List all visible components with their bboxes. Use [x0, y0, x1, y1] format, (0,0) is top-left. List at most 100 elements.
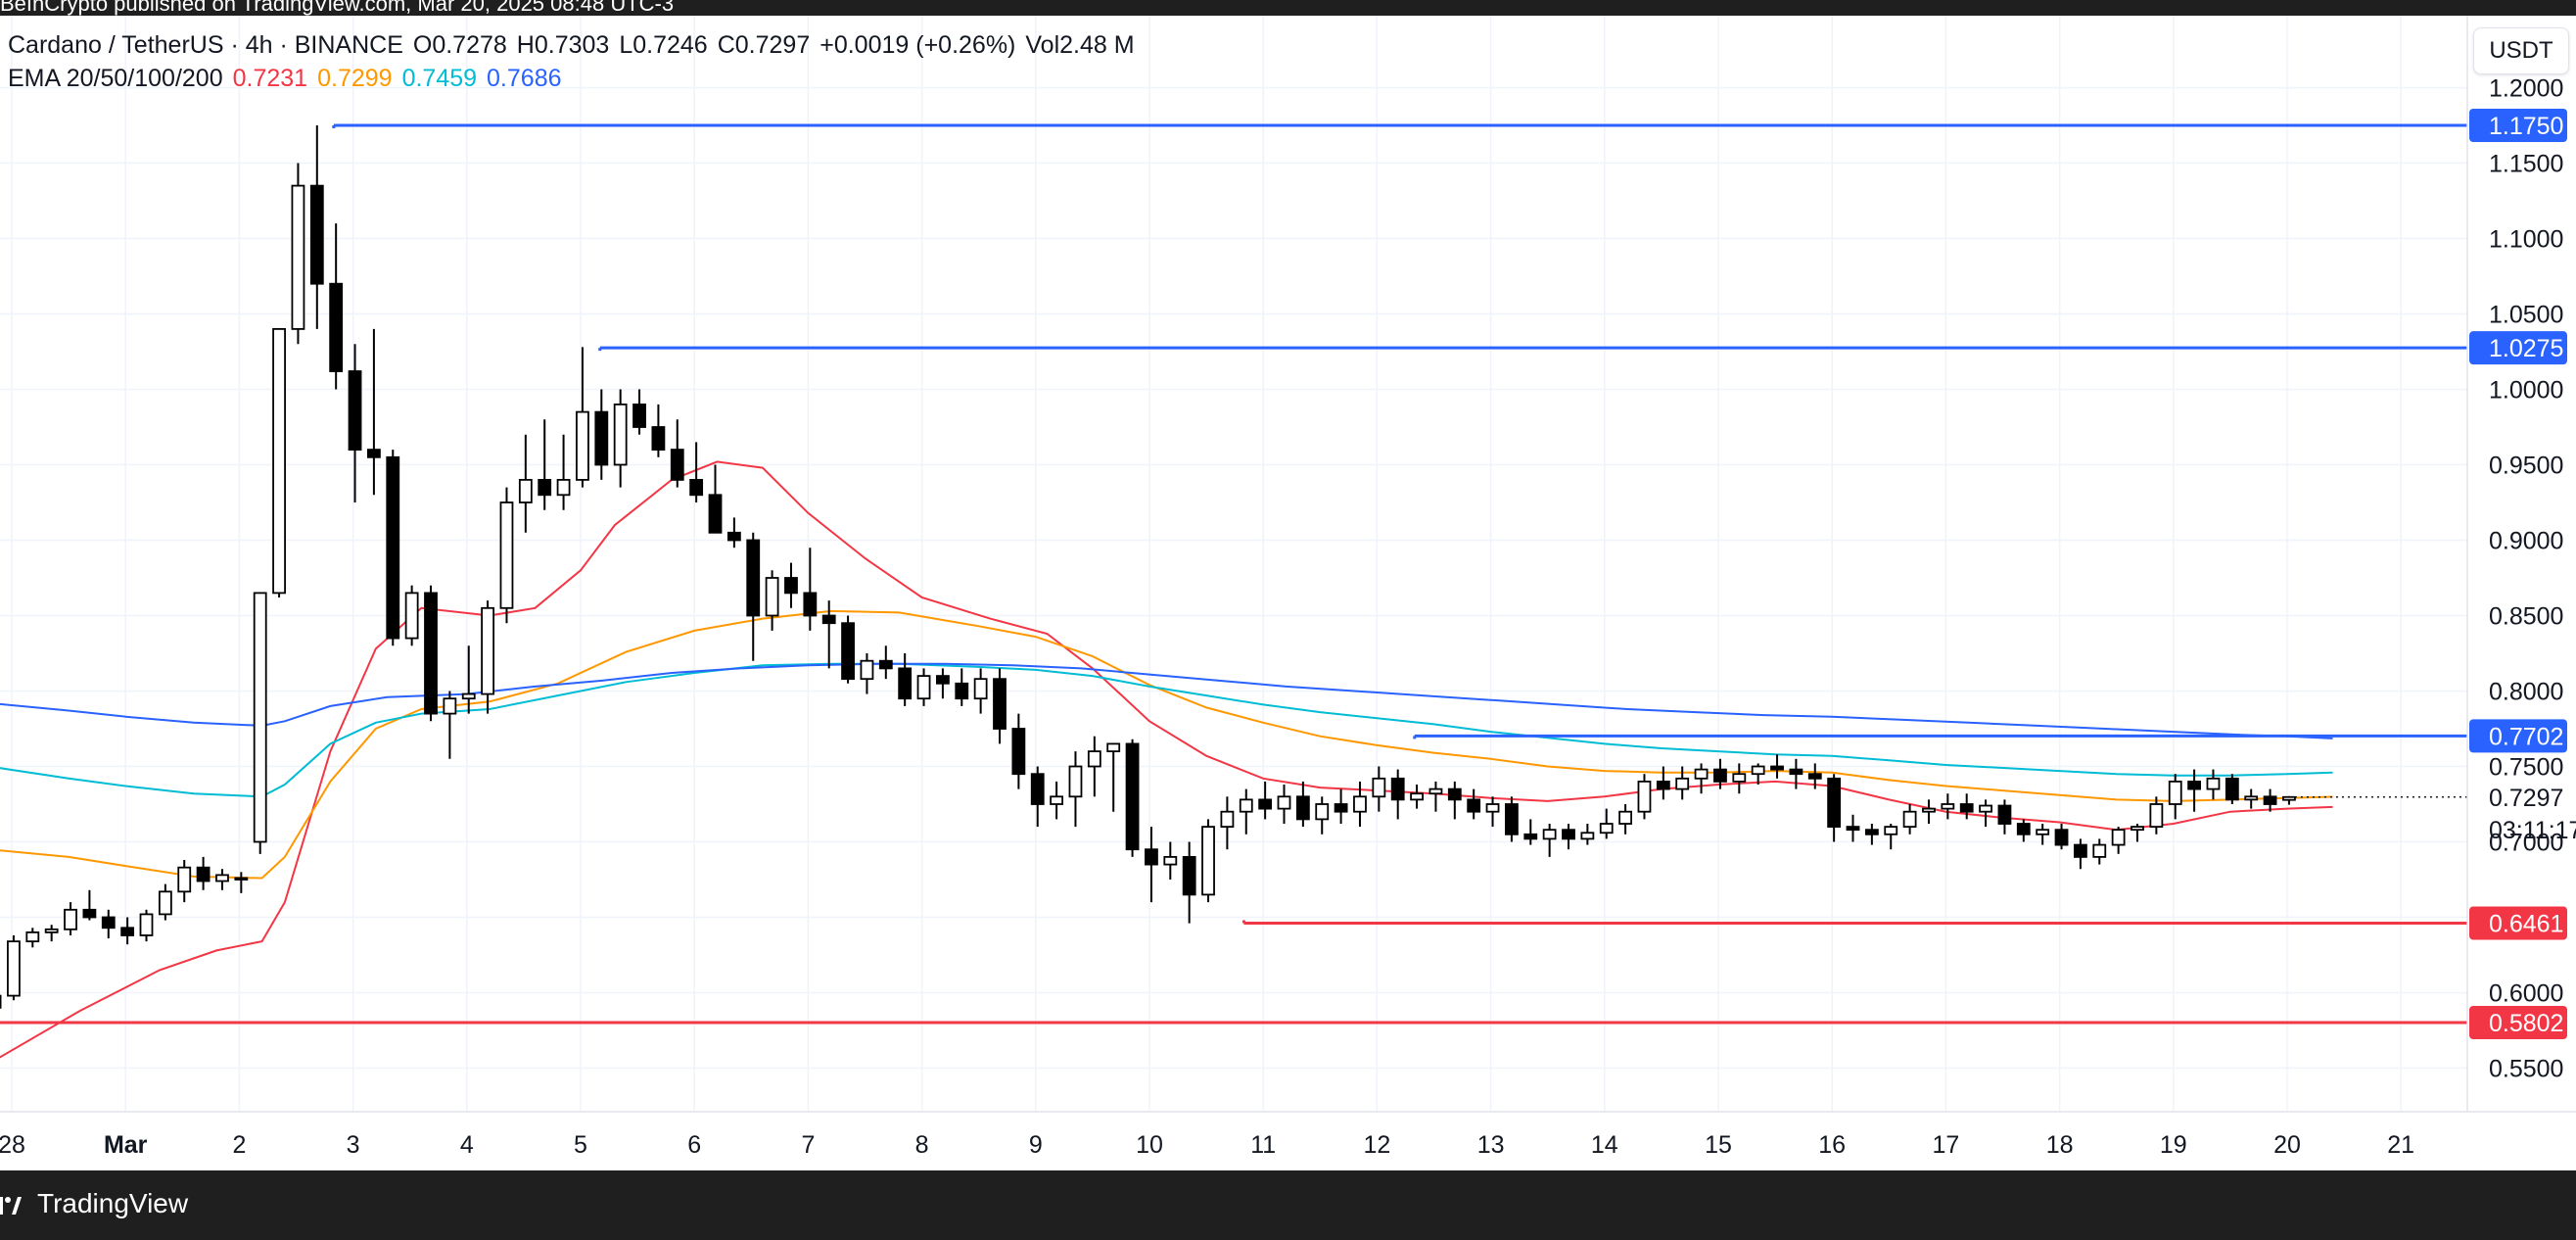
level-price-tag-label: 0.6461 [2489, 911, 2563, 938]
time-tick-label: 14 [1591, 1131, 1618, 1159]
candle-body [1789, 768, 1803, 776]
candle-body [2149, 803, 2164, 829]
candlesticks [0, 125, 2296, 1009]
low-value: L0.7246 [619, 31, 708, 59]
candle-body [935, 675, 950, 685]
time-tick-label: 20 [2273, 1131, 2301, 1159]
candle-body [651, 426, 666, 452]
candle-body [215, 874, 229, 882]
candle-body [1979, 804, 1992, 813]
time-tick-label: 12 [1363, 1131, 1390, 1159]
candle-body [1846, 826, 1860, 832]
candle-body [955, 682, 969, 700]
price-tick-label: 0.8000 [2489, 679, 2563, 706]
candle-body [253, 592, 267, 843]
close-value: C0.7297 [717, 31, 811, 59]
candle-body [878, 659, 893, 670]
candle-body [670, 449, 684, 481]
candle-body [366, 449, 381, 458]
candle-body [576, 410, 589, 481]
candle-body [1125, 742, 1140, 851]
level-price-tag [2469, 719, 2567, 753]
candle-body [1239, 798, 1253, 813]
candle-body [1447, 787, 1462, 801]
candle-body [1732, 773, 1747, 783]
candle-body [1277, 795, 1291, 810]
candle-body [1258, 798, 1273, 810]
candle-body [860, 659, 874, 681]
candle-body [1068, 765, 1083, 798]
publisher-banner-text: BeInCrypto published on TradingView.com,… [0, 0, 675, 16]
volume-value: Vol2.48 M [1025, 31, 1135, 59]
ema-line-2 [0, 609, 2333, 880]
price-tick-label: 0.7500 [2489, 754, 2563, 782]
candle-body [2111, 829, 2126, 846]
candle-body [841, 622, 855, 681]
candle-body [1467, 798, 1481, 813]
candle-body [993, 678, 1007, 730]
ema-legend: EMA 20/50/100/200 0.7231 0.7299 0.7459 0.768… [8, 65, 572, 93]
ema-lines [0, 460, 2333, 1059]
candle-body [1827, 777, 1842, 829]
price-tick-label: 0.6000 [2489, 980, 2563, 1008]
candle-body [1770, 765, 1784, 771]
time-tick-label: 21 [2387, 1131, 2414, 1159]
candle-body [1410, 792, 1424, 801]
time-axis[interactable]: 28 Mar 2 3 4 5 6 7 8 9 10 11 12 13 14 15 16 17 18 19 20 21 [0, 1111, 2576, 1159]
level-price-tag-label: 1.0275 [2489, 335, 2563, 362]
price-chart[interactable]: 0.55000.60000.65000.70000.75000.80000.85… [0, 16, 2576, 1170]
candle-body [632, 403, 646, 428]
candle-body [272, 327, 286, 595]
candle-body [329, 282, 344, 372]
time-tick-label: 10 [1136, 1131, 1163, 1159]
symbol-title[interactable]: Cardano / TetherUS · 4h · BINANCE [8, 31, 403, 59]
candle-body [1656, 781, 1670, 790]
tradingview-logo-icon [0, 1197, 22, 1215]
time-tick-label: 4 [460, 1131, 474, 1159]
candle-body [1087, 750, 1101, 768]
candle-body [481, 606, 495, 695]
bar-countdown-label: 03:11:17 [2489, 817, 2576, 844]
candle-body [1106, 742, 1121, 753]
time-tick-label: 19 [2160, 1131, 2187, 1159]
candle-body [177, 866, 192, 893]
candle-body [1485, 803, 1500, 813]
currency-button[interactable]: USDT [2473, 27, 2569, 74]
ema-line-4 [0, 662, 2333, 739]
candle-body [309, 184, 324, 285]
candle-body [1807, 773, 1822, 780]
candle-body [1959, 803, 1974, 813]
time-tick-label: 9 [1029, 1131, 1043, 1159]
candle-body [2263, 795, 2277, 805]
tradingview-brand[interactable]: TradingView [37, 1188, 189, 1218]
candle-body [2054, 829, 2069, 846]
candle-body [1334, 803, 1348, 813]
time-tick-label: 13 [1477, 1131, 1505, 1159]
candle-body [518, 478, 533, 503]
ema-line-1 [0, 460, 2333, 1059]
candle-body [499, 501, 514, 609]
price-tick-label: 0.8500 [2489, 603, 2563, 631]
candle-body [1599, 823, 1614, 835]
time-tick-label: 3 [347, 1131, 360, 1159]
price-tags: 1.1750 1.0275 0.7702 0.6461 0.5802 0.7297 03:1… [2469, 109, 2576, 1039]
publisher-banner: BeInCrypto published on TradingView.com,… [0, 0, 2576, 16]
symbol-legend: Cardano / TetherUS · 4h · BINANCE O0.7278… [8, 31, 1145, 60]
price-tick-label: 1.0000 [2489, 377, 2563, 405]
candle-body [0, 994, 2, 1009]
candle-body [1372, 777, 1386, 798]
candle-body [2244, 795, 2259, 801]
level-price-tag [2469, 109, 2567, 142]
candle-body [1145, 848, 1158, 866]
candle-body [1997, 804, 2012, 825]
candle-body [1542, 829, 1557, 840]
ema-indicator-label[interactable]: EMA 20/50/100/200 [8, 65, 223, 92]
time-tick-label: 15 [1705, 1131, 1732, 1159]
level-price-tag-label: 1.1750 [2489, 113, 2563, 140]
candle-body [1941, 803, 1955, 810]
price-axis[interactable]: 0.55000.60000.65000.70000.75000.80000.85… [2466, 16, 2576, 1112]
candle-body [2131, 826, 2144, 832]
level-price-tag-label: 0.7702 [2489, 723, 2563, 750]
ema20-value: 0.7231 [232, 65, 308, 92]
candle-body [1353, 795, 1367, 813]
